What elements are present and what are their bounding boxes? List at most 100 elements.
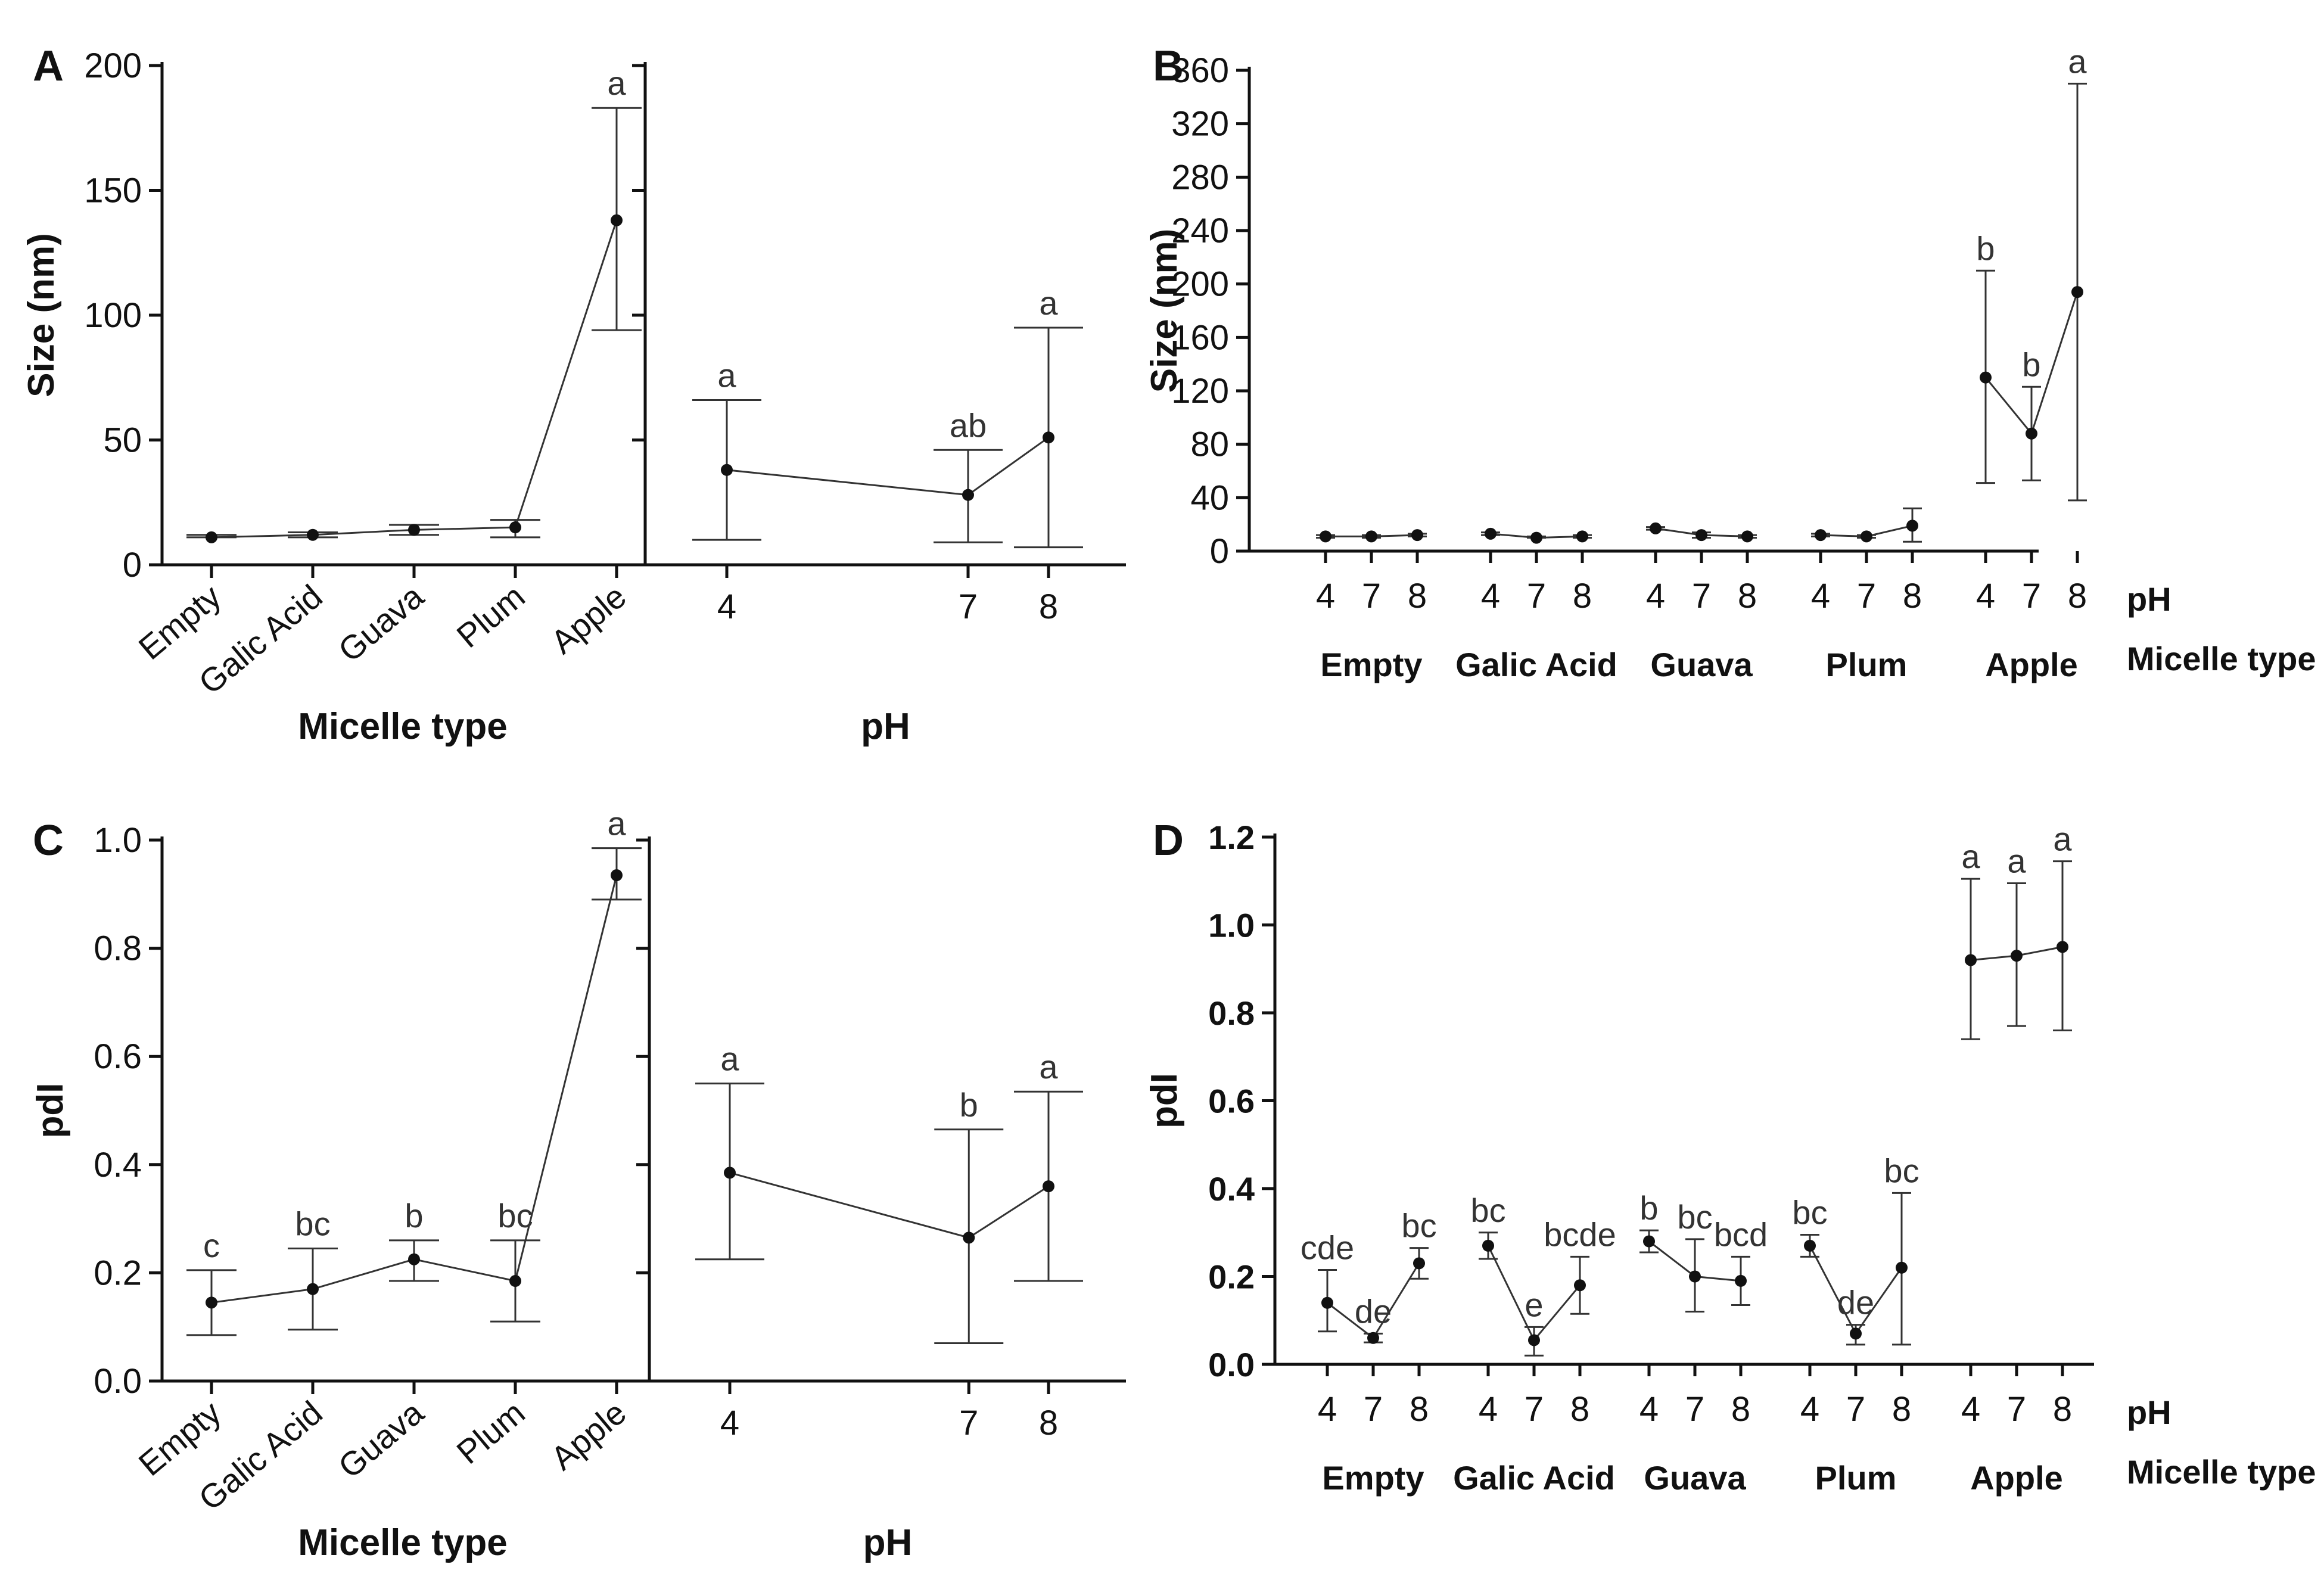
panel-d-group-1-point (1574, 1279, 1586, 1292)
panel-c-facet1-point (307, 1283, 319, 1295)
panel-d-ph-tick-label: 8 (1410, 1390, 1429, 1429)
panel-b-y-tick-label: 280 (1171, 158, 1229, 197)
panel-c-facet2-point (963, 1231, 975, 1244)
panel-d-group-3-sig-label: bc (1884, 1152, 1919, 1189)
panel-c-y-tick-label: 0.8 (94, 929, 142, 968)
panel-b-group-4-sig-label: b (2022, 346, 2040, 383)
panel-c-facet2-sig-label: a (1039, 1048, 1058, 1086)
panel-b-group-2-point (1695, 529, 1707, 542)
panel-c-facet2-x-tick-label: 4 (720, 1404, 739, 1442)
panel-d-ph-tick-label: 4 (1318, 1390, 1337, 1429)
panel-d-group-2-sig-label: bcd (1714, 1215, 1768, 1253)
panel-b-ph-tick-label: 7 (1857, 577, 1876, 615)
panel-d-ph-tick-label: 4 (1479, 1390, 1498, 1429)
panel-d-group-label: Empty (1322, 1459, 1424, 1497)
panel-a-y-tick-label: 100 (84, 296, 142, 335)
panel-a-facet2-point (962, 489, 974, 501)
panel-b-group-label: Galic Acid (1455, 646, 1617, 683)
panel-d-group-2-point (1735, 1274, 1747, 1287)
panel-d-ph-tick-label: 4 (1961, 1390, 1980, 1429)
panel-b-group-4-point (2071, 286, 2083, 298)
panel-d-group-0-sig-label: bc (1401, 1207, 1436, 1245)
panel-d-y-tick-label: 0.2 (1208, 1258, 1255, 1296)
panel-b-group-4-sig-label: b (1976, 229, 1995, 267)
panel-c-y-tick-label: 0.4 (94, 1146, 142, 1184)
panel-d-group-1-point (1482, 1239, 1494, 1252)
panel-d-group-2-point (1689, 1270, 1701, 1283)
panel-c-facet2-x-tick-label: 7 (959, 1404, 978, 1442)
panel-b-y-tick-label: 160 (1171, 318, 1229, 357)
panel-a-facet1-x-axis-title: Micelle type (298, 706, 507, 747)
panel-d-group-2-point (1643, 1235, 1655, 1248)
panel-b-group-1-point (1576, 530, 1588, 543)
panel-b-group-label: Empty (1320, 646, 1422, 683)
panel-c-facet2-point (724, 1167, 736, 1179)
panel-b-ph-tick-label: 4 (1646, 577, 1665, 615)
panel-d-group-2-sig-label: b (1639, 1189, 1658, 1227)
panel-d-ph-tick-label: 8 (1731, 1390, 1750, 1429)
panel-b-ph-tick-label: 7 (1362, 577, 1381, 615)
panel-c-facet1-x-axis-title: Micelle type (298, 1522, 507, 1563)
panel-d-group-4-sig-label: a (2053, 820, 2072, 858)
panel-a-facet2-x-tick-label: 7 (959, 587, 978, 626)
panel-d-group-0-point (1321, 1296, 1333, 1309)
panel-b-y-tick-label: 40 (1190, 478, 1229, 517)
panel-d-ph-tick-label: 7 (1846, 1390, 1865, 1429)
panel-d-group-label: Galic Acid (1453, 1459, 1615, 1497)
panel-b-ph-tick-label: 7 (2022, 577, 2041, 615)
panel-d-ph-tick-label: 8 (2053, 1390, 2072, 1429)
panel-b-ph-tick-label: 8 (2068, 577, 2087, 615)
panel-c-facet1-sig-label: a (607, 805, 626, 842)
panel-d-y-axis-title: pdI (1144, 1073, 1185, 1128)
panel-b-y-tick-label: 360 (1171, 51, 1229, 90)
panel-d-group-label: Apple (1970, 1459, 2063, 1497)
panel-a-facet1-point (611, 214, 623, 226)
panel-a-facet1-point (206, 531, 217, 543)
panel-c-facet1-point (206, 1296, 217, 1309)
panel-b-ph-tick-label: 4 (1316, 577, 1335, 615)
panel-c-facet1-sig-label: c (203, 1227, 220, 1264)
panel-b-group-label: Plum (1826, 646, 1908, 683)
panel-a-facet2-point (721, 464, 733, 476)
panel-d-group-4-point (2011, 950, 2023, 962)
panel-c-facet2-x-axis-title: pH (863, 1522, 913, 1563)
panel-d-letter: D (1153, 817, 1184, 864)
panel-a-y-tick-label: 50 (103, 421, 142, 460)
panel-d-group-3-sig-label: bc (1792, 1193, 1827, 1231)
panel-d-group-4-sig-label: a (1961, 838, 1980, 875)
panel-c-facet1-sig-label: bc (295, 1205, 330, 1243)
panel-d-ph-tick-label: 7 (1525, 1390, 1544, 1429)
panel-b-group-label: Guava (1650, 646, 1753, 683)
panel-d-group-0-sig-label: de (1355, 1292, 1392, 1330)
panel-d-group-3-point (1804, 1239, 1816, 1252)
panel-b-group-0-point (1411, 529, 1423, 542)
panel-c-y-tick-label: 1.0 (94, 821, 142, 860)
panel-b-y-tick-label: 320 (1171, 105, 1229, 144)
panel-c-facet1-point (611, 869, 623, 882)
panel-c-facet2-x-tick-label: 8 (1039, 1404, 1058, 1442)
panel-a-facet1-point (408, 524, 420, 536)
panel-a-facet1-point (307, 528, 319, 541)
panel-d-group-0-sig-label: cde (1301, 1229, 1354, 1266)
panel-c-facet1-sig-label: bc (497, 1197, 533, 1234)
panel-c-facet1-point (408, 1253, 420, 1265)
panel-b-y-axis-title: Size (nm) (1144, 229, 1185, 393)
panel-c-y-tick-label: 0.6 (94, 1037, 142, 1076)
panel-d-inner-x-title: pH (2127, 1394, 2171, 1431)
panel-a-y-tick-label: 150 (84, 172, 142, 210)
panel-a-y-tick-label: 200 (84, 46, 142, 85)
panel-d-group-4-point (2057, 941, 2068, 953)
panel-c-facet2-sig-label: a (720, 1040, 739, 1078)
panel-d-y-tick-label: 0.6 (1208, 1083, 1255, 1120)
panel-c-facet2-point (1043, 1180, 1054, 1193)
panel-c-facet1-point (509, 1275, 521, 1287)
panel-c-y-axis-title: pdI (30, 1083, 71, 1139)
panel-d-ph-tick-label: 8 (1570, 1390, 1589, 1429)
panel-a-facet2-x-tick-label: 4 (717, 587, 736, 626)
panel-d-group-1-point (1528, 1334, 1540, 1346)
panel-d-group-4-sig-label: a (2007, 842, 2026, 879)
panel-b-group-4-point (2026, 427, 2037, 440)
panel-b-y-tick-label: 80 (1190, 425, 1229, 464)
